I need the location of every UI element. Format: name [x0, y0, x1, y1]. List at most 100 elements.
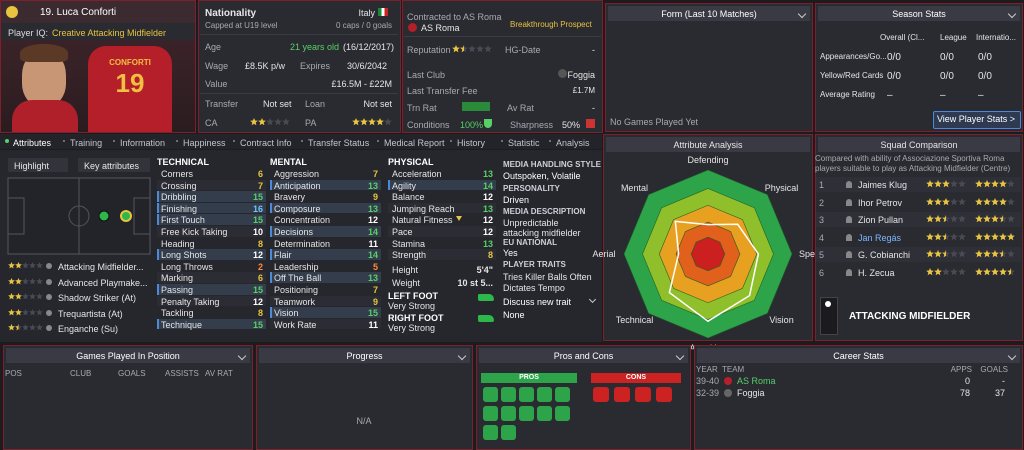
role-name[interactable]: Trequartista (At)	[58, 308, 123, 319]
goals: 37	[994, 388, 1005, 398]
attribute-value: 9	[372, 296, 378, 307]
profile-label: MEDIA HANDLING STYLE	[503, 160, 601, 169]
column-header: AV RAT	[205, 369, 233, 378]
attribute-value: 5	[372, 261, 378, 272]
tab[interactable]: Transfer Status	[308, 138, 370, 148]
attribute-value: 6	[257, 273, 263, 284]
tab[interactable]: History	[457, 138, 486, 148]
flag	[378, 8, 388, 16]
role-graphic	[820, 297, 838, 335]
label: Age	[205, 42, 222, 52]
highlight[interactable]: Highlight	[14, 161, 50, 171]
column-header: CLUB	[70, 369, 92, 378]
star-full	[452, 45, 460, 53]
star-fill	[926, 197, 950, 205]
player-name: 19. Luca Conforti	[40, 7, 117, 18]
attribute-value: 12	[482, 192, 493, 203]
star-empty	[36, 308, 43, 315]
pros-bar	[481, 373, 577, 383]
row-label: Average Rating	[820, 90, 875, 99]
star-fill	[926, 267, 942, 275]
star-full	[991, 250, 999, 258]
attribute-name: Finishing	[161, 203, 198, 214]
description: Compared with ability of Associazione Sp…	[815, 154, 1011, 173]
tab[interactable]: Information	[120, 138, 166, 148]
pro-icon	[501, 406, 516, 421]
star-full	[15, 262, 22, 269]
star-full	[15, 308, 22, 315]
attribute-name: Crossing	[161, 180, 197, 191]
star-full	[999, 232, 1007, 240]
star-empty	[36, 277, 43, 284]
attribute-name: Anticipation	[274, 180, 321, 191]
star-rating	[8, 277, 43, 284]
star-full	[999, 197, 1007, 205]
row-bg	[157, 226, 266, 237]
star-rating	[926, 215, 966, 223]
star-empty	[484, 45, 492, 53]
star-rating	[8, 262, 43, 269]
fee: £1.7M	[572, 86, 595, 95]
star-empty	[22, 324, 29, 331]
star-fill	[926, 232, 946, 240]
attribute-name: Long Shots	[161, 250, 207, 261]
star-empty	[274, 118, 282, 126]
star-empty	[1007, 180, 1015, 188]
attribute-name: Determination	[274, 238, 331, 249]
stat-cell: 0/0	[887, 52, 901, 63]
role-name[interactable]: Attacking Midfielder...	[58, 262, 144, 272]
weight: 10 st 5...	[457, 278, 493, 288]
tab[interactable]: Training	[70, 138, 103, 148]
star-fill	[8, 308, 22, 315]
attribute-value: 15	[252, 285, 263, 295]
star-full	[926, 180, 934, 188]
tab[interactable]: Contract Info	[240, 138, 292, 148]
star-empty	[22, 308, 29, 315]
key-filter[interactable]: Key attributes	[84, 161, 140, 171]
box-left	[7, 197, 25, 235]
star-full	[991, 232, 999, 240]
av-rating: -	[592, 103, 595, 113]
con-icon	[614, 387, 630, 402]
star-full	[975, 250, 983, 258]
tab[interactable]: Happiness	[183, 138, 226, 148]
profile-label: PLAYER TRAITS	[503, 260, 566, 269]
attribute-name: Concentration	[274, 215, 331, 226]
sharpness: 50%	[562, 120, 581, 130]
attribute-name: Tackling	[161, 308, 194, 319]
key-dropdown[interactable]	[78, 158, 150, 172]
tab[interactable]: Statistic	[508, 138, 540, 148]
star-rating	[8, 293, 43, 300]
star-full	[991, 197, 999, 205]
column-header: APPS	[950, 365, 972, 374]
club-icon	[724, 377, 732, 385]
tab[interactable]: Analysis	[556, 138, 590, 148]
radar-band	[690, 236, 726, 272]
label: Last Transfer Fee	[407, 86, 478, 96]
attribute-value: 11	[368, 238, 378, 249]
sharpness-icon	[586, 119, 595, 128]
star-full	[926, 215, 934, 223]
panel-header	[697, 348, 1020, 363]
highlight-dropdown[interactable]	[8, 158, 68, 172]
attribute-name: Penalty Taking	[161, 296, 220, 307]
role-name[interactable]: Enganche (Su)	[58, 324, 119, 334]
tab[interactable]: Attributes	[13, 138, 52, 148]
role-name[interactable]: Shadow Striker (At)	[58, 293, 137, 303]
star-full	[942, 250, 946, 258]
row-bg	[388, 249, 496, 260]
label: HG-Date	[505, 45, 541, 55]
caps: 0 caps / 0 goals	[335, 21, 392, 30]
attribute-value: 8	[257, 308, 263, 319]
role: ATTACKING MIDFIELDER	[849, 311, 971, 322]
tab[interactable]: Medical Report	[384, 138, 445, 148]
pro-icon	[501, 425, 516, 440]
radar	[623, 169, 793, 339]
star-empty	[950, 232, 958, 240]
column-header: ASSISTS	[165, 369, 199, 378]
panel-header	[818, 137, 1020, 152]
role-name[interactable]: Advanced Playmake...	[58, 277, 148, 288]
profile-value: Discuss new trait	[503, 297, 572, 307]
view-stats-button[interactable]	[933, 111, 1021, 129]
